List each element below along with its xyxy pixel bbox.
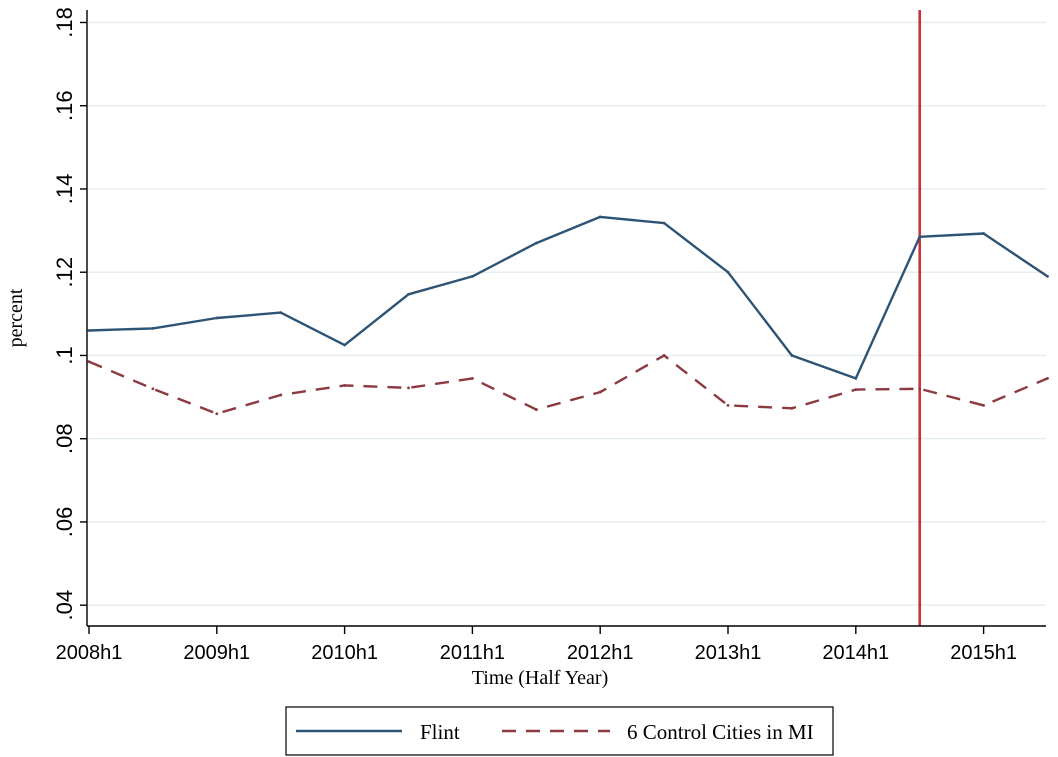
series-layer (87, 215, 1049, 416)
x-tick-label: 2011h1 (440, 642, 505, 664)
y-tick-label: .14 (52, 174, 77, 205)
data-point (87, 360, 91, 364)
data-point (982, 404, 985, 407)
x-tick-labels: 2008h1 2009h1 2010h1 2011h1 2012h1 2013h1 2014… (56, 642, 1017, 664)
y-axis-title: percent (5, 288, 27, 347)
data-point (662, 354, 666, 357)
x-tick-label: 2015h1 (950, 642, 1017, 664)
data-point (918, 387, 922, 391)
data-point (279, 393, 283, 397)
y-tick-label: .08 (52, 423, 77, 454)
y-tick-label: .18 (52, 7, 77, 38)
axes (80, 10, 1046, 634)
data-point (471, 376, 474, 380)
x-tick-label: 2008h1 (56, 642, 123, 664)
x-tick-label: 2012h1 (567, 642, 634, 664)
x-axis-title: Time (Half Year) (472, 667, 608, 689)
data-point (279, 311, 283, 314)
data-point (151, 387, 155, 391)
data-point (1046, 376, 1049, 380)
data-point (87, 329, 91, 332)
series-line-flint (88, 215, 1049, 380)
y-tick-label: .1 (52, 346, 77, 364)
data-point (854, 376, 858, 380)
data-point (598, 215, 602, 219)
y-tick-label: .16 (52, 90, 77, 121)
data-point (343, 343, 346, 347)
data-point (918, 235, 922, 239)
x-tick-label: 2013h1 (695, 642, 762, 664)
y-tick-label: .04 (52, 590, 77, 621)
data-point (790, 354, 794, 357)
y-tick-label: .06 (52, 507, 77, 538)
data-point (151, 327, 155, 330)
data-point (854, 388, 858, 391)
data-point (471, 274, 474, 278)
legend-label: 6 Control Cities in MI (627, 720, 814, 744)
y-tick-labels: .04 .06 .08 .1 .12 .14 .16 .18 (52, 7, 77, 620)
grid-lines (88, 21, 1046, 606)
data-point (343, 384, 346, 387)
data-point (790, 406, 794, 410)
data-point (598, 390, 602, 394)
data-point (215, 316, 219, 320)
legend: Flint 6 Control Cities in MI (285, 706, 834, 756)
y-tick-label: .12 (52, 257, 77, 288)
series-line-control-cities (88, 354, 1048, 415)
data-point (726, 404, 730, 407)
data-point (407, 292, 410, 296)
x-tick-label: 2009h1 (183, 642, 250, 664)
data-point (215, 412, 219, 416)
data-point (726, 270, 730, 274)
data-point (1046, 274, 1049, 278)
data-point (662, 221, 666, 225)
x-tick-label: 2014h1 (822, 642, 889, 664)
data-point (407, 386, 410, 390)
data-point (534, 241, 538, 245)
data-point (982, 232, 985, 235)
x-tick-label: 2010h1 (311, 642, 378, 664)
data-point (534, 408, 538, 411)
legend-label: Flint (420, 720, 460, 744)
